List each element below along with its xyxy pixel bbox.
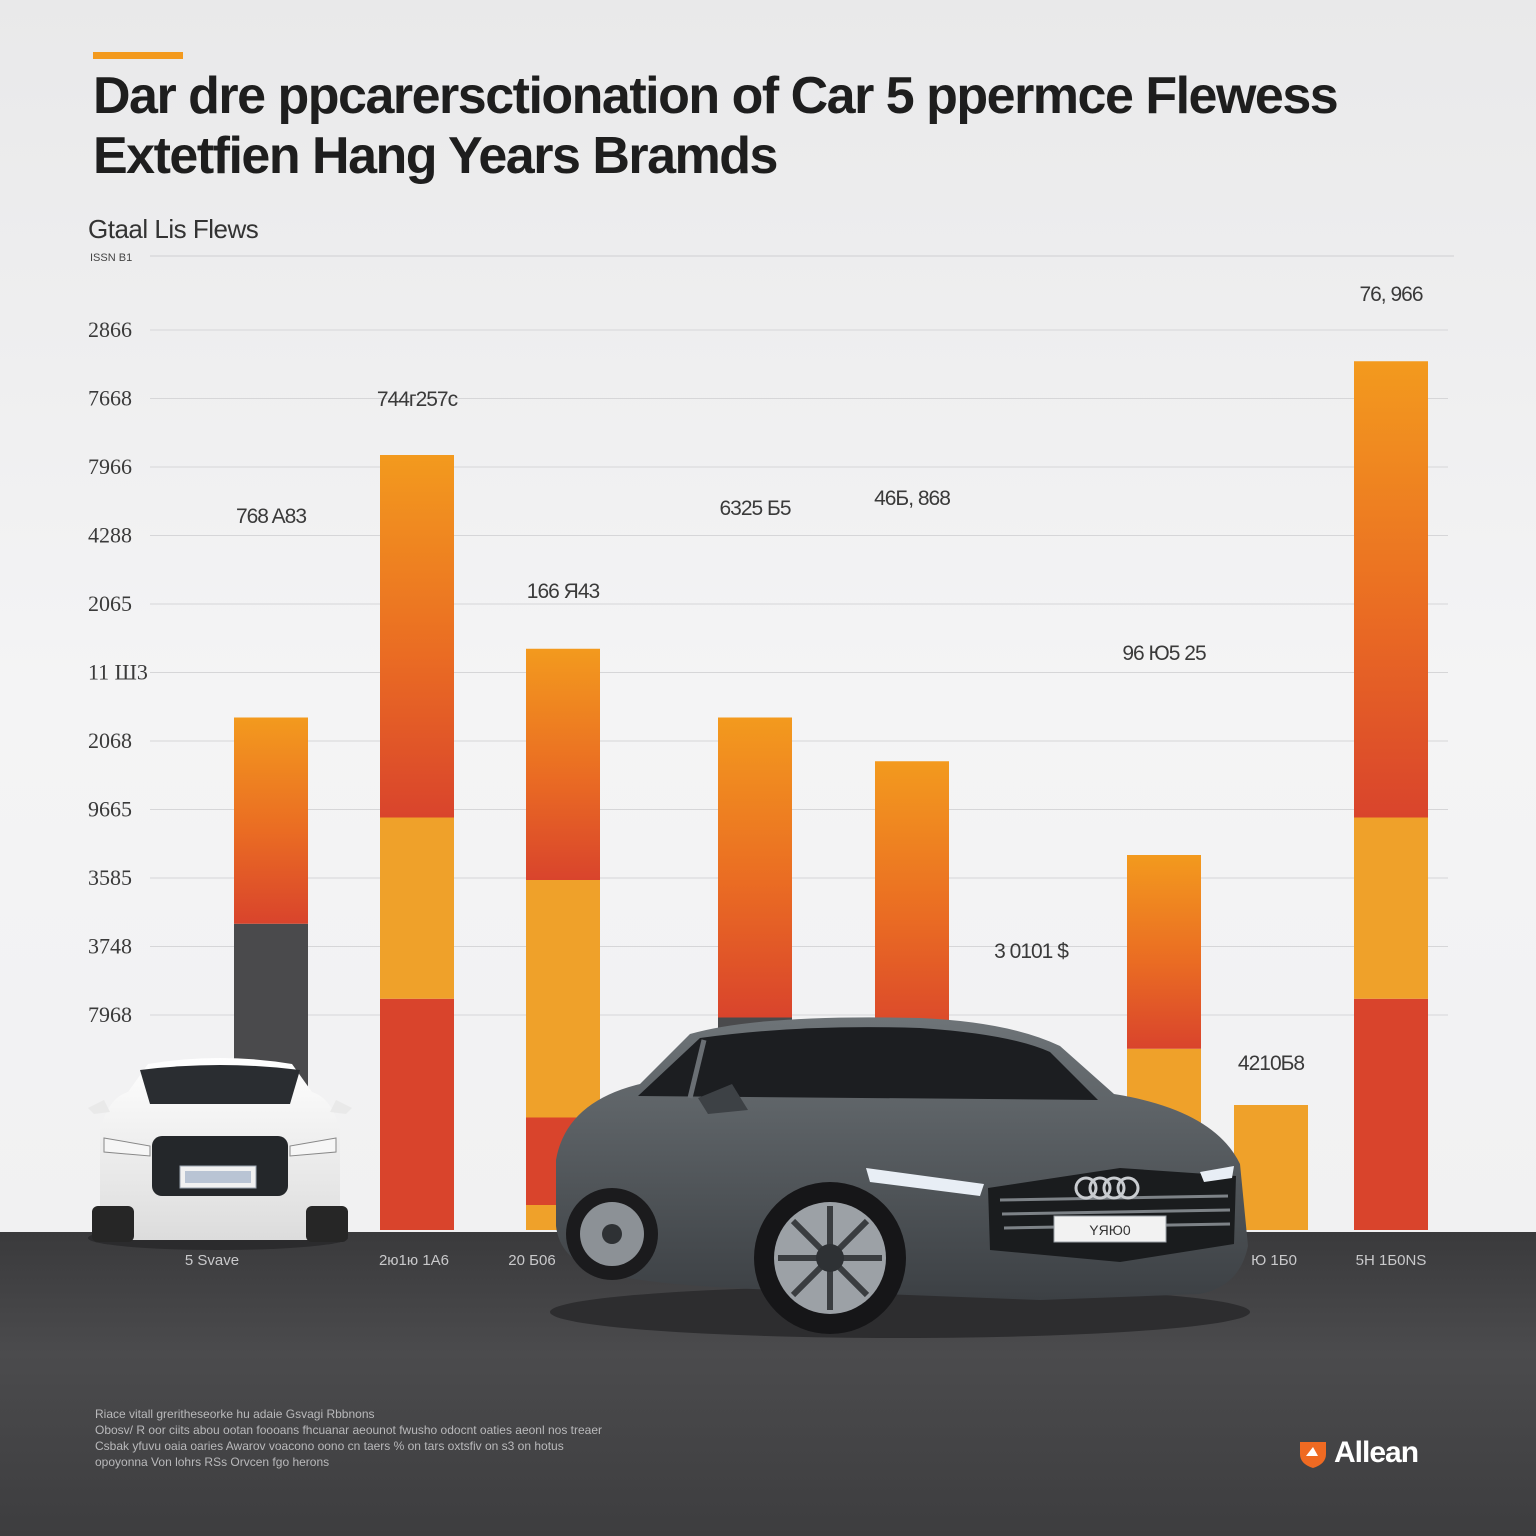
y-axis-ticks: 2866 7668 7966 4288 2065 11 Ш3 2068 9665 3585 374… bbox=[88, 317, 148, 1027]
bar-value-label: 166 Я43 bbox=[527, 580, 600, 603]
y-tick-label: 11 Ш3 bbox=[88, 660, 148, 685]
bar-segment bbox=[875, 1161, 949, 1230]
x-axis-label: 2ю1ю 1А6 bbox=[379, 1252, 449, 1269]
allean-logo-mark-icon bbox=[1300, 1442, 1326, 1468]
y-tick-label: 2068 bbox=[88, 728, 132, 753]
bar bbox=[234, 717, 308, 1230]
bar-value-label: 46Б, 868 bbox=[874, 487, 950, 510]
bar bbox=[718, 717, 792, 1230]
bar bbox=[380, 455, 454, 1230]
bar-segment bbox=[234, 717, 308, 924]
chart-subtitle: Gtaal Lis Flews bbox=[88, 214, 259, 244]
y-tick-label: 2866 bbox=[88, 317, 132, 342]
y-tick-label: 3585 bbox=[88, 865, 132, 890]
x-axis-label: 20 Б06 bbox=[508, 1252, 555, 1269]
x-axis-label: 5 Svave bbox=[185, 1252, 239, 1269]
bar-segment bbox=[526, 648, 600, 880]
bar-segment bbox=[380, 998, 454, 1230]
bar-segment bbox=[526, 880, 600, 1118]
bar bbox=[1234, 1105, 1308, 1230]
bar-value-labels: 768 A83 744г257с 166 Я43 6325 Б5 46Б, 868 3 0… bbox=[236, 283, 1424, 1075]
y-tick-label: 3748 bbox=[88, 934, 132, 959]
logo-wordmark: Allean bbox=[1334, 1436, 1419, 1469]
footnote-line: opoyonna Von lohrs RSs Orvcen fgo herons bbox=[95, 1455, 330, 1469]
y-tick-label: 9665 bbox=[88, 797, 132, 822]
bar-value-label: 768 A83 bbox=[236, 505, 306, 528]
bar-segment bbox=[1127, 855, 1201, 1049]
bar-segment bbox=[1127, 1048, 1201, 1162]
bar-segment bbox=[1234, 1105, 1308, 1230]
bar-value-label: 4210Б8 bbox=[1238, 1052, 1304, 1075]
brand-logo: Allean bbox=[1296, 1436, 1419, 1470]
x-axis-labels: 5 Svave 2ю1ю 1А6 20 Б06 Ю 1Б0 5Н 1Б0NS bbox=[185, 1252, 1426, 1269]
footnote-line: Riace vitall greritheseorke hu adaie Gsv… bbox=[95, 1407, 375, 1421]
unit-label: ISSN B1 bbox=[90, 252, 133, 264]
title-accent-bar bbox=[93, 52, 183, 59]
bar-segment bbox=[875, 761, 949, 1043]
bar-segment bbox=[718, 717, 792, 1018]
bar-value-label: 744г257с bbox=[377, 388, 458, 411]
bar-value-label: 3 0101 $ bbox=[994, 940, 1069, 963]
bar bbox=[1354, 361, 1428, 1230]
footnote-line: Obosv/ R oor ciits abou ootan foooans fh… bbox=[95, 1423, 602, 1437]
bars bbox=[234, 361, 1428, 1230]
bar-segment bbox=[1354, 361, 1428, 818]
bar bbox=[526, 648, 600, 1230]
bar-segment bbox=[1354, 998, 1428, 1230]
bar-segment bbox=[1354, 817, 1428, 999]
chart-title: Dar dre ppcarersctionation of Car 5 pper… bbox=[93, 67, 1339, 185]
footnote-line: Csbak yfuvu oaia oaries Awarov voacono o… bbox=[95, 1439, 564, 1453]
bar-segment bbox=[875, 1042, 949, 1162]
bar-segment bbox=[234, 923, 308, 1230]
bar bbox=[1127, 855, 1201, 1230]
bar-segment bbox=[718, 1017, 792, 1230]
y-tick-label: 7668 bbox=[88, 386, 132, 411]
bar-value-label: 6325 Б5 bbox=[719, 497, 790, 520]
bar-value-label: 96 Ю5 25 bbox=[1122, 642, 1206, 665]
bar bbox=[994, 1142, 1068, 1230]
y-tick-label: 4288 bbox=[88, 523, 132, 548]
x-axis-label: 5Н 1Б0NS bbox=[1356, 1252, 1427, 1269]
bar-segment bbox=[994, 1142, 1068, 1230]
grid-lines bbox=[150, 255, 1454, 1016]
y-tick-label: 2065 bbox=[88, 591, 132, 616]
bar-segment bbox=[380, 455, 454, 818]
x-axis-label: Ю 1Б0 bbox=[1251, 1252, 1297, 1269]
bar bbox=[875, 761, 949, 1230]
bar-segment bbox=[1127, 1161, 1201, 1230]
y-tick-label: 7968 bbox=[88, 1002, 132, 1027]
bar-segment bbox=[526, 1205, 600, 1230]
bar-segment bbox=[526, 1117, 600, 1205]
footnote: Riace vitall greritheseorke hu adaie Gsv… bbox=[95, 1406, 795, 1470]
y-tick-label: 7966 bbox=[88, 454, 132, 479]
bar-segment bbox=[380, 817, 454, 999]
bar-value-label: 76, 966 bbox=[1359, 283, 1422, 306]
